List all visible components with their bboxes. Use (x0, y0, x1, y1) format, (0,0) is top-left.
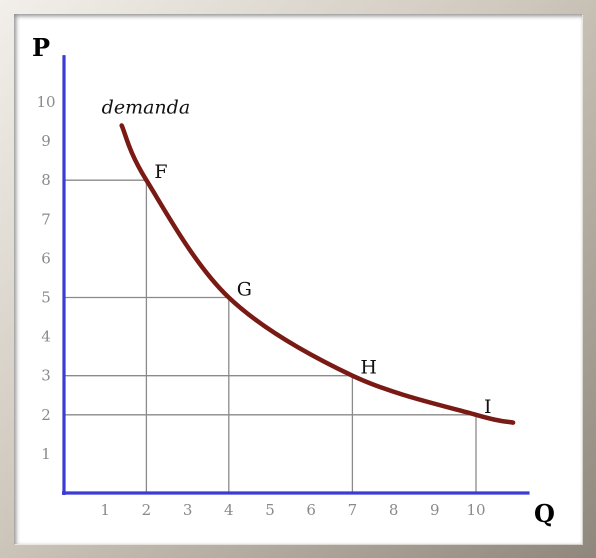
x-tick-label-5: 5 (265, 501, 275, 519)
y-tick-label-9: 9 (41, 132, 51, 150)
tick-labels: 1 2 3 4 5 6 7 8 9 10 1 2 3 4 5 6 7 8 9 10 (36, 93, 485, 519)
demand-curve-label: demanda (102, 96, 190, 118)
y-tick-label-5: 5 (41, 289, 51, 307)
axes (62, 55, 530, 495)
y-tick-label-1: 1 (41, 445, 51, 463)
y-axis-title: P (32, 33, 50, 62)
y-tick-label-8: 8 (41, 171, 51, 189)
x-tick-label-4: 4 (224, 501, 234, 519)
y-tick-label-4: 4 (41, 328, 51, 346)
chart-panel (14, 14, 582, 544)
point-labels: demanda F G H I (102, 96, 492, 417)
x-tick-label-3: 3 (183, 501, 193, 519)
y-tick-label-6: 6 (41, 249, 51, 267)
demand-curve (119, 123, 516, 425)
x-tick-label-1: 1 (100, 501, 110, 519)
x-tick-label-2: 2 (142, 501, 152, 519)
y-tick-label-7: 7 (41, 210, 51, 228)
demand-curve-line (119, 123, 516, 425)
point-label-I: I (484, 396, 492, 418)
x-tick-label-10: 10 (466, 501, 485, 519)
point-label-G: G (237, 279, 252, 301)
x-tick-label-8: 8 (389, 501, 399, 519)
y-tick-label-2: 2 (41, 406, 51, 424)
x-axis-title: Q (534, 499, 555, 528)
x-tick-label-7: 7 (348, 501, 358, 519)
y-tick-label-3: 3 (41, 367, 51, 385)
guide-lines (64, 179, 477, 493)
x-tick-label-9: 9 (430, 501, 440, 519)
point-label-H: H (360, 357, 377, 379)
y-tick-label-10: 10 (36, 93, 55, 111)
x-tick-label-6: 6 (306, 501, 316, 519)
point-label-F: F (154, 161, 167, 183)
